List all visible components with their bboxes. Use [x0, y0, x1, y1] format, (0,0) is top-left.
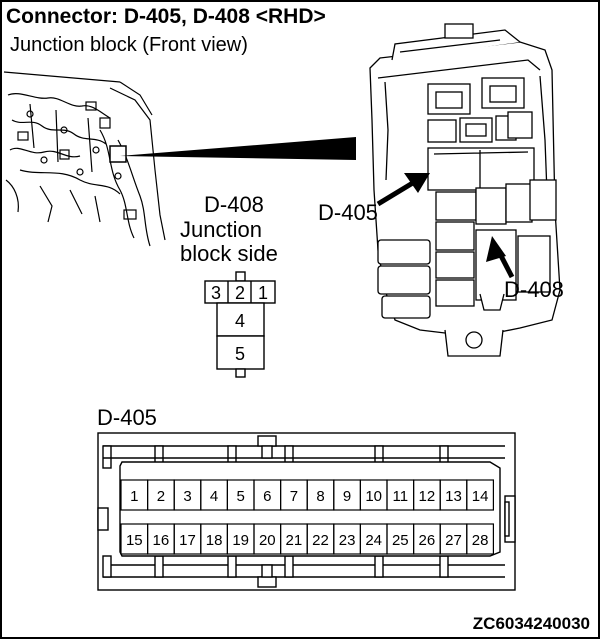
junction-block-front-view [369, 23, 561, 357]
d405-pin-label: 25 [392, 532, 409, 549]
d405-pin-label: 10 [365, 488, 382, 505]
d405-pin-label: 24 [365, 532, 382, 549]
d405-pin-label: 13 [445, 488, 462, 505]
d405-pin-label: 14 [472, 488, 489, 505]
junction-block-location-marker [109, 145, 127, 163]
d405-callout-label: D-405 [318, 200, 378, 225]
d405-pin-label: 16 [153, 532, 170, 549]
d405-pin-label: 17 [179, 532, 196, 549]
d405-pin-cell [466, 523, 494, 555]
d405-pin-label: 18 [206, 532, 223, 549]
d405-pin-label: 7 [290, 488, 298, 505]
d405-pin-label: 20 [259, 532, 276, 549]
d408-pin-2: 2 [235, 283, 245, 303]
d408-title: D-408 [204, 192, 264, 217]
d405-title: D-405 [97, 405, 157, 430]
d405-pin-label: 2 [157, 488, 165, 505]
d405-pin-label: 19 [232, 532, 249, 549]
d405-pin-label: 22 [312, 532, 329, 549]
d405-callout: D-405 [318, 173, 430, 225]
d408-callout: D-408 [486, 236, 564, 302]
d405-pin-label: 21 [286, 532, 303, 549]
d405-pin-label: 4 [210, 488, 218, 505]
d405-pin-label: 8 [316, 488, 324, 505]
d405-pin-label: 5 [237, 488, 245, 505]
d405-pin-label: 9 [343, 488, 351, 505]
d408-pin-3: 3 [211, 283, 221, 303]
d405-pin-label: 6 [263, 488, 271, 505]
dashboard-harness-sketch [3, 71, 166, 247]
d408-side-line2: block side [180, 241, 278, 266]
d408-pin-1: 1 [258, 283, 268, 303]
d405-pin-label: 3 [183, 488, 191, 505]
figure-code: ZC6034240030 [473, 614, 590, 633]
d405-pin-label: 28 [472, 532, 489, 549]
d405-pin-label: 26 [419, 532, 436, 549]
d408-callout-label: D-408 [504, 277, 564, 302]
d408-pin-5: 5 [235, 344, 245, 364]
d408-connector-view: D-408 Junction block side 3 2 1 4 5 [180, 192, 278, 378]
d405-pin-cell [466, 479, 494, 511]
d405-pin-label: 23 [339, 532, 356, 549]
d405-pin-label: 11 [393, 488, 409, 505]
d405-pin-label: 1 [130, 488, 138, 505]
d408-pin-4: 4 [235, 311, 245, 331]
d405-pin-label: 12 [419, 488, 436, 505]
d405-pin-label: 15 [126, 532, 143, 549]
d405-connector-view: D-405 [97, 405, 516, 591]
location-leader-wedge [120, 137, 356, 160]
d408-side-line1: Junction [180, 217, 262, 242]
d405-pin-label: 27 [445, 532, 462, 549]
diagram-title: Connector: D-405, D-408 <RHD> [6, 5, 326, 28]
diagram-subtitle: Junction block (Front view) [10, 34, 248, 56]
